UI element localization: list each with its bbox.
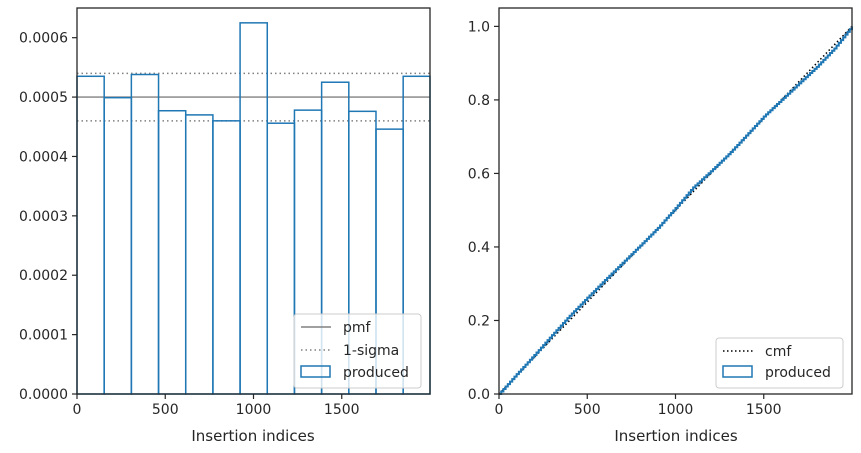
histogram-x-tick-label: 1500 (324, 402, 360, 418)
histogram-x-tick-label: 1000 (236, 402, 272, 418)
histogram-y-tick-label: 0.0000 (19, 387, 68, 403)
histogram-bin (103, 96, 133, 395)
histogram-legend-box (293, 313, 422, 389)
cumulative-y-tick-label: 0.2 (468, 313, 490, 329)
legend-produced-swatch (300, 365, 331, 378)
histogram-x-tick-label: 500 (152, 402, 179, 418)
cumulative-x-ticks: 0 500 1000 1500 (495, 394, 782, 418)
histogram-panel: 0 500 1000 1500 0.00000.00010.00020.00030.0… (19, 7, 431, 445)
legend-produced-swatch (722, 365, 753, 378)
histogram-y-tick-label: 0.0002 (19, 268, 68, 284)
cumulative-plot-area (498, 7, 853, 395)
cmf-line (498, 25, 853, 395)
legend-1-sigma-label: 1-sigma (343, 343, 399, 359)
cumulative-x-tick-label: 0 (495, 402, 504, 418)
legend-produced-label: produced (765, 365, 831, 381)
histogram-y-tick-label: 0.0004 (19, 149, 68, 165)
histogram-bin (130, 73, 160, 395)
cumulative-y-tick-label: 1.0 (468, 19, 490, 35)
histogram-bin (76, 75, 105, 395)
cumulative-panel: 0 500 1000 1500 0.0 0.2 0.4 0.6 0.8 1.0 Insertio… (468, 7, 853, 445)
cumulative-y-tick-label: 0.8 (468, 93, 490, 109)
legend-cmf-label: cmf (765, 344, 792, 360)
histogram-bin (157, 109, 187, 395)
histogram-x-axis-label: Insertion indices (191, 427, 314, 445)
histogram-y-tick-label: 0.0006 (19, 31, 68, 47)
cumulative-x-tick-label: 1500 (746, 402, 782, 418)
produced-cumulative-line (499, 26, 853, 395)
legend-produced-label: produced (343, 365, 409, 381)
cumulative-x-tick-label: 500 (574, 402, 601, 418)
histogram-y-tick-label: 0.0003 (19, 209, 68, 225)
histogram-legend: pmf 1-sigma produced (293, 313, 422, 389)
cumulative-y-tick-label: 0.6 (468, 166, 490, 182)
histogram-x-ticks: 0 500 1000 1500 (73, 394, 360, 418)
histogram-bin (239, 22, 269, 395)
cumulative-x-axis-label: Insertion indices (614, 427, 737, 445)
histogram-y-tick-label: 0.0001 (19, 328, 68, 344)
cumulative-x-tick-label: 1000 (658, 402, 694, 418)
histogram-y-tick-label: 0.0005 (19, 90, 68, 106)
legend-pmf-label: pmf (343, 320, 372, 336)
histogram-y-ticks: 0.0000 0.0001 0.0002 0.0003 0.0004 0.0005 0.00… (19, 31, 77, 403)
histogram-bin (184, 114, 214, 395)
cumulative-y-tick-label: 0.4 (468, 240, 490, 256)
histogram-plot-area (76, 7, 431, 395)
histogram-bin (212, 120, 241, 395)
histogram-x-tick-label: 0 (73, 402, 82, 418)
cumulative-y-tick-label: 0.0 (468, 387, 490, 403)
cumulative-y-ticks: 0.0 0.2 0.4 0.6 0.8 1.0 (468, 19, 499, 403)
histogram-bin (266, 122, 296, 395)
cumulative-legend: cmf produced (715, 337, 844, 389)
